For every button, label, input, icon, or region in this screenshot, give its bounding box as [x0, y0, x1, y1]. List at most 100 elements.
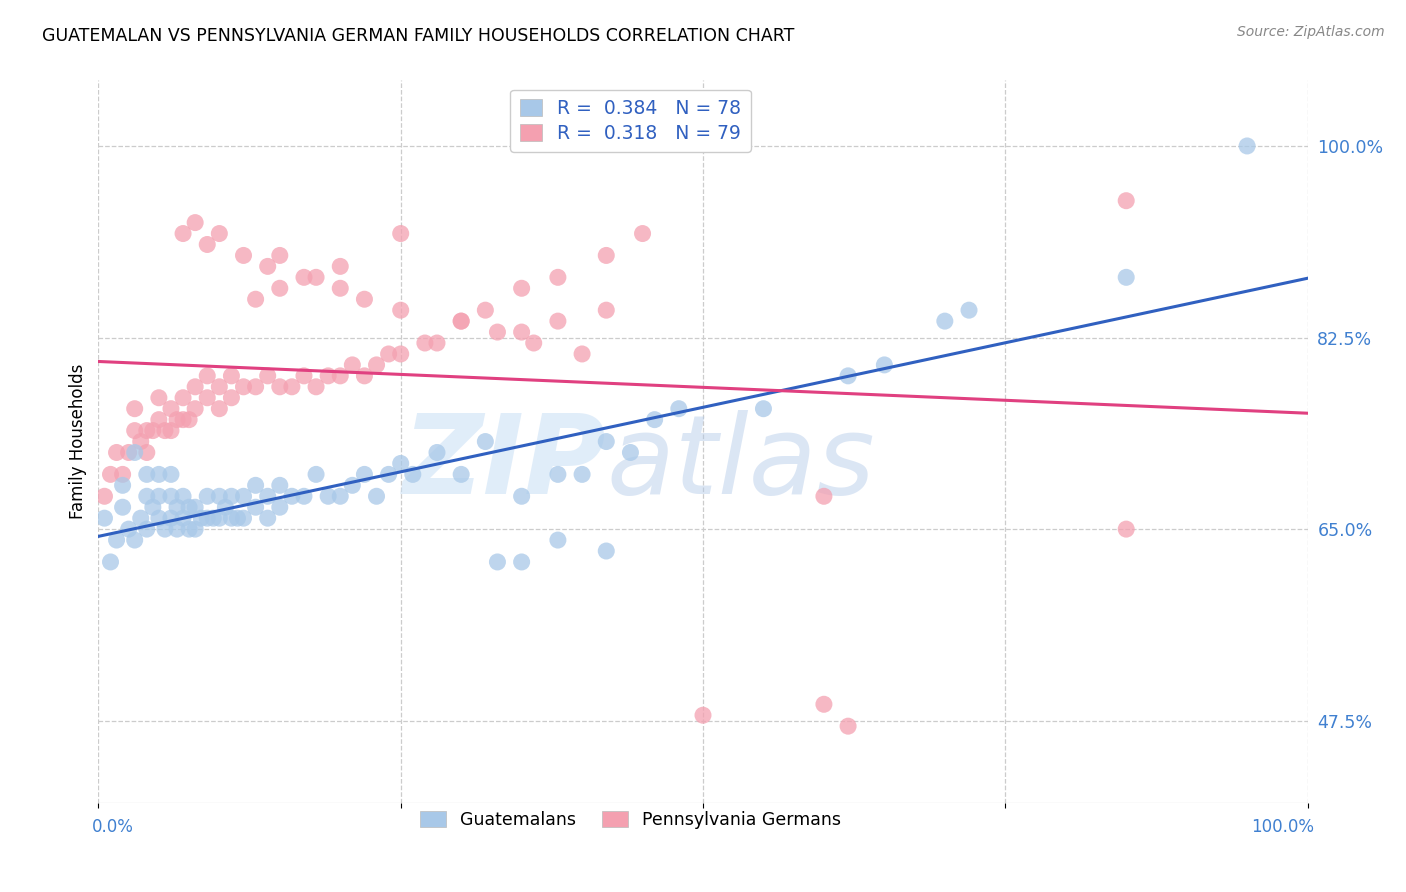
Point [135, 467, 157, 482]
Point [172, 489, 194, 503]
Point [957, 303, 980, 318]
Point [269, 281, 291, 295]
Point [93, 511, 115, 525]
Point [166, 412, 188, 426]
Point [292, 489, 315, 503]
Point [389, 303, 412, 318]
Point [124, 445, 146, 459]
Point [595, 303, 617, 318]
Point [245, 500, 267, 515]
Point [474, 434, 496, 449]
Point [179, 522, 201, 536]
Point [208, 489, 231, 503]
Point [124, 424, 146, 438]
Point [595, 434, 617, 449]
Point [93, 489, 115, 503]
Point [124, 533, 146, 547]
Point [105, 533, 128, 547]
Point [100, 555, 122, 569]
Point [486, 555, 509, 569]
Point [232, 248, 254, 262]
Point [245, 380, 267, 394]
Point [571, 347, 593, 361]
Point [389, 227, 412, 241]
Text: ZIP: ZIP [402, 409, 606, 516]
Point [166, 500, 188, 515]
Point [129, 434, 152, 449]
Point [571, 467, 593, 482]
Point [232, 511, 254, 525]
Point [160, 511, 183, 525]
Point [179, 500, 201, 515]
Point [668, 401, 690, 416]
Point [135, 424, 157, 438]
Point [1115, 522, 1137, 536]
Point [269, 500, 291, 515]
Point [208, 227, 231, 241]
Point [256, 260, 278, 274]
Point [269, 380, 291, 394]
Point [1115, 194, 1137, 208]
Point [195, 237, 218, 252]
Point [1236, 139, 1258, 153]
Point [135, 489, 157, 503]
Point [1115, 270, 1137, 285]
Point [100, 467, 122, 482]
Point [305, 467, 328, 482]
Point [172, 511, 194, 525]
Text: 100.0%: 100.0% [1250, 818, 1313, 836]
Point [160, 467, 183, 482]
Point [148, 489, 170, 503]
Y-axis label: Family Households: Family Households [69, 364, 87, 519]
Point [195, 391, 218, 405]
Point [631, 227, 654, 241]
Point [873, 358, 896, 372]
Point [813, 698, 835, 712]
Point [305, 270, 328, 285]
Point [142, 500, 165, 515]
Point [135, 445, 157, 459]
Point [305, 380, 328, 394]
Point [190, 511, 212, 525]
Text: atlas: atlas [606, 409, 875, 516]
Point [837, 368, 859, 383]
Point [316, 368, 339, 383]
Point [179, 412, 201, 426]
Point [426, 336, 449, 351]
Point [148, 412, 170, 426]
Point [342, 358, 364, 372]
Point [226, 511, 249, 525]
Point [450, 314, 472, 328]
Point [510, 555, 533, 569]
Point [619, 445, 641, 459]
Point [329, 281, 352, 295]
Point [450, 467, 472, 482]
Point [292, 368, 315, 383]
Point [547, 533, 569, 547]
Point [118, 522, 141, 536]
Point [377, 347, 399, 361]
Point [232, 380, 254, 394]
Point [316, 489, 339, 503]
Point [135, 522, 157, 536]
Point [413, 336, 436, 351]
Point [281, 489, 304, 503]
Point [329, 489, 352, 503]
Point [184, 401, 207, 416]
Point [547, 314, 569, 328]
Point [172, 391, 194, 405]
Point [269, 248, 291, 262]
Point [450, 314, 472, 328]
Point [281, 380, 304, 394]
Text: Source: ZipAtlas.com: Source: ZipAtlas.com [1237, 25, 1385, 39]
Point [118, 445, 141, 459]
Point [523, 336, 546, 351]
Point [195, 368, 218, 383]
Point [153, 522, 176, 536]
Point [547, 270, 569, 285]
Point [153, 424, 176, 438]
Point [184, 500, 207, 515]
Point [184, 216, 207, 230]
Point [214, 500, 236, 515]
Point [353, 368, 375, 383]
